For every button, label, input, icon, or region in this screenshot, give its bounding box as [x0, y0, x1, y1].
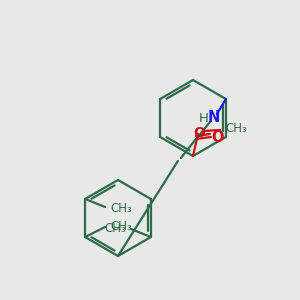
- Text: CH₃: CH₃: [110, 202, 132, 214]
- Text: O: O: [193, 126, 205, 140]
- Text: CH₃: CH₃: [225, 122, 247, 136]
- Text: H: H: [199, 112, 209, 124]
- Text: CH₃: CH₃: [104, 221, 126, 235]
- Text: CH₃: CH₃: [110, 220, 132, 232]
- Text: N: N: [208, 110, 220, 124]
- Text: O: O: [212, 130, 224, 146]
